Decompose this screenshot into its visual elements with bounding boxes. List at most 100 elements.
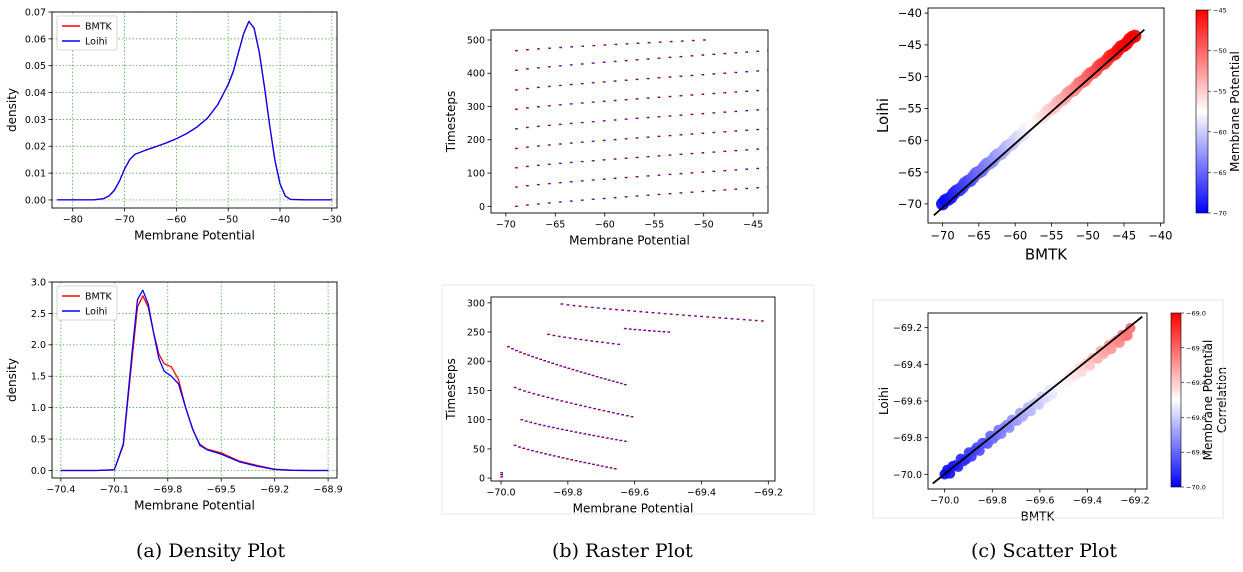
y-tick-label: 150 — [467, 386, 485, 397]
x-tick-label: −30 — [322, 215, 342, 226]
x-tick-label: −65 — [967, 229, 991, 243]
y-tick-label: 1.0 — [31, 403, 46, 414]
x-tick-label: −69.8 — [153, 485, 182, 496]
x-tick-label: −65 — [545, 220, 565, 231]
chart-raster-top: −70 −65 −60 −55 −50 −45 0 100 200 300 400 500 Membra… — [444, 29, 769, 248]
caption-raster-plot: (b) Raster Plot — [552, 540, 693, 562]
scatter-point — [1128, 29, 1142, 43]
y-tick-label: −40 — [898, 6, 922, 20]
y-tick-label: −45 — [898, 38, 922, 52]
y-tick-label: −69.2 — [893, 323, 922, 334]
y-tick-label: 0 — [479, 202, 485, 213]
y-tick-label: 100 — [467, 168, 485, 179]
y-tick-label: 100 — [467, 415, 485, 426]
colorbar-label: Membrane Potential — [1201, 340, 1215, 461]
x-axis-label: Membrane Potential — [134, 499, 255, 513]
axes-frame — [51, 281, 338, 479]
x-axis-label: BMTK — [1021, 510, 1056, 524]
x-tick-label: −69.6 — [620, 488, 649, 499]
y-axis-label: Loihi — [874, 98, 892, 133]
fit-line — [932, 315, 1143, 485]
x-tick-label: −60 — [595, 220, 615, 231]
legend-label-bmtk: BMTK — [85, 292, 113, 303]
colorbar-label: Membrane Potential — [1228, 51, 1242, 172]
y-tick-label: −70 — [898, 197, 922, 211]
x-tick-label: −69.5 — [207, 485, 236, 496]
colorbar-tick-label: −70.0 — [1186, 484, 1206, 492]
y-tick-label: 1.5 — [31, 372, 46, 383]
series-line-bmtk — [60, 295, 329, 472]
y-tick-label: 200 — [467, 135, 485, 146]
y-tick-label: −55 — [898, 102, 922, 116]
y-tick-label: 0.0 — [31, 466, 46, 477]
series-line-loihi — [57, 20, 332, 201]
chart-raster-bottom: −70.0 −69.8 −69.6 −69.4 −69.2 0 50 100 150 200 250… — [444, 296, 783, 516]
caption-density-plot: (a) Density Plot — [136, 540, 286, 562]
y-tick-label: −70.0 — [893, 470, 922, 481]
caption-scatter-plot: (c) Scatter Plot — [971, 540, 1118, 562]
x-axis-label: Membrane Potential — [134, 229, 255, 243]
plot-area — [500, 303, 764, 478]
colorbar-tick-label: −69.4 — [1186, 379, 1206, 387]
colorbar-tick-label: −69.2 — [1186, 344, 1206, 352]
x-tick-label: −70 — [930, 229, 954, 243]
y-axis-label: Loihi — [877, 387, 891, 415]
chart-density-bottom: −70.4 −70.1 −69.8 −69.5 −69.2 −68.9 0.0 0.5 1.0 1… — [5, 277, 343, 512]
y-tick-label: −50 — [898, 70, 922, 84]
x-axis-label: BMTK — [1025, 246, 1068, 264]
y-tick-label: 0.06 — [25, 34, 46, 45]
y-tick-label: 2.0 — [31, 340, 46, 351]
x-tick-label: −55 — [1039, 229, 1063, 243]
legend-label-bmtk: BMTK — [85, 22, 113, 33]
panel-frame-scatter — [872, 299, 1224, 519]
x-tick-label: −70.0 — [930, 496, 959, 507]
x-tick-label: −40 — [270, 215, 290, 226]
colorbar-tick-label: −55 — [1213, 88, 1227, 96]
series-line-loihi — [60, 289, 329, 472]
x-tick-label: −80 — [63, 215, 83, 226]
x-tick-label: −69.2 — [1121, 496, 1150, 507]
y-tick-label: 3.0 — [31, 277, 46, 288]
colorbar-tick-label: −60 — [1213, 128, 1227, 136]
x-tick-label: −69.2 — [260, 485, 289, 496]
x-tick-label: −70 — [496, 220, 516, 231]
scatter-point — [1125, 322, 1136, 334]
y-axis-label: Timesteps — [444, 91, 458, 154]
axes-frame — [51, 11, 338, 209]
y-tick-label: −65 — [898, 165, 922, 179]
x-tick-label: −68.9 — [314, 485, 343, 496]
x-tick-label: −50 — [218, 215, 238, 226]
x-tick-label: −69.2 — [754, 488, 783, 499]
x-tick-label: −69.4 — [687, 488, 716, 499]
y-tick-label: 0 — [479, 473, 485, 484]
plot-area — [933, 28, 1145, 217]
y-tick-label: 0.02 — [25, 142, 46, 153]
colorbar-tick-label: −70 — [1213, 210, 1227, 218]
axes-frame — [927, 7, 1165, 224]
y-tick-label: 200 — [467, 357, 485, 368]
x-tick-label: −55 — [644, 220, 664, 231]
y-tick-label: 0.05 — [25, 61, 46, 72]
y-tick-label: 300 — [467, 102, 485, 113]
colorbar-label: Correlation — [1215, 367, 1229, 433]
y-tick-label: 300 — [467, 298, 485, 309]
legend-label-loihi: Loihi — [85, 307, 107, 318]
x-tick-label: −69.4 — [1073, 496, 1102, 507]
colorbar — [1195, 9, 1209, 214]
x-tick-label: −70 — [115, 215, 135, 226]
x-tick-label: −70.4 — [46, 485, 75, 496]
y-tick-label: −69.6 — [893, 396, 922, 407]
x-tick-label: −40 — [1148, 229, 1172, 243]
panel-frame-raster — [441, 284, 815, 515]
x-tick-label: −60 — [166, 215, 186, 226]
y-tick-label: 0.03 — [25, 115, 46, 126]
colorbar-tick-label: −69.6 — [1186, 414, 1206, 422]
x-tick-label: −69.6 — [1025, 496, 1054, 507]
x-tick-label: −50 — [1076, 229, 1100, 243]
scatter-point — [1084, 360, 1096, 371]
y-axis-label: density — [5, 358, 19, 402]
chart-scatter-top: −70 −65 −60 −55 −50 −45 −40−70−65−60−55−50−45−… — [874, 6, 1243, 263]
x-tick-label: −50 — [694, 220, 714, 231]
colorbar-tick-label: −50 — [1213, 47, 1227, 55]
